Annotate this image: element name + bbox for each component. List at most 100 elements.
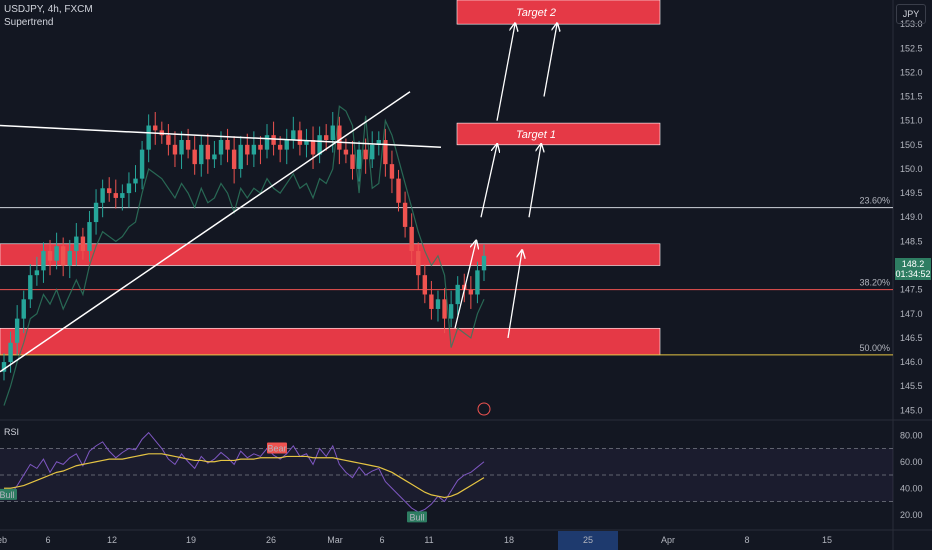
candle-body xyxy=(258,144,263,150)
candle-body xyxy=(245,144,250,155)
rsi-signal-badge xyxy=(407,511,427,523)
candle-body xyxy=(448,304,454,319)
candle-body xyxy=(28,275,33,300)
candle-body xyxy=(422,275,428,295)
target-zone xyxy=(456,0,661,25)
rsi-signal-badge xyxy=(267,442,287,454)
candle-body xyxy=(192,149,197,165)
indicator-title: Supertrend xyxy=(4,17,54,28)
candle-body xyxy=(251,144,257,155)
time-tick-label: Mar xyxy=(327,535,343,545)
candle-body xyxy=(74,236,79,252)
projection-arrow xyxy=(528,145,541,218)
candle-body xyxy=(402,202,408,227)
price-tick-label: 148.5 xyxy=(900,236,923,246)
rsi-signal-badge xyxy=(0,488,17,500)
candle-body xyxy=(304,140,309,145)
rsi-tick-label: 80.00 xyxy=(900,430,923,440)
target-label: Target 2 xyxy=(516,7,556,19)
price-tick-label: 145.5 xyxy=(900,381,923,391)
candle-body xyxy=(330,125,335,140)
projection-arrow xyxy=(454,241,476,329)
candle-body xyxy=(212,154,217,160)
candle-body xyxy=(481,255,487,271)
price-tick-label: 147.5 xyxy=(900,285,923,295)
price-tick-label: 147.0 xyxy=(900,309,923,319)
candle-body xyxy=(343,149,349,155)
rsi-signal-label: Bull xyxy=(409,512,424,522)
candle-body xyxy=(271,135,276,145)
projection-arrow xyxy=(543,24,557,97)
time-tick-label: 19 xyxy=(186,535,196,545)
candle-body xyxy=(133,178,138,184)
candle-body xyxy=(153,125,158,131)
candles-group xyxy=(1,112,487,381)
candle-body xyxy=(113,193,118,198)
price-tick-label: 149.5 xyxy=(900,188,923,198)
time-tick-label: 18 xyxy=(504,535,514,545)
candle-body xyxy=(218,140,224,155)
candle-body xyxy=(337,125,342,150)
candle-body xyxy=(14,318,20,343)
symbol-title: USDJPY, 4h, FXCM xyxy=(4,4,93,15)
candle-body xyxy=(185,140,191,150)
candle-body xyxy=(238,144,243,169)
candle-body xyxy=(139,149,145,179)
candle-body xyxy=(1,362,7,372)
candle-body xyxy=(442,299,447,319)
candle-body xyxy=(284,140,289,150)
target-zone xyxy=(456,122,661,146)
rsi-signal-label: Bear xyxy=(267,444,286,454)
currency-button[interactable]: JPY xyxy=(896,4,926,24)
rsi-tick-label: 20.00 xyxy=(900,510,923,520)
candle-body xyxy=(205,144,211,160)
last-price-tag: 148.2 01:34:52 xyxy=(895,258,931,280)
candle-body xyxy=(363,149,368,160)
time-tick-label: 11 xyxy=(424,535,433,545)
candle-body xyxy=(409,226,414,252)
fib-label: 23.60% xyxy=(859,196,890,206)
candle-body xyxy=(383,140,388,165)
candle-body xyxy=(100,188,105,203)
candle-body xyxy=(429,294,434,309)
price-tick-label: 153.0 xyxy=(900,19,923,29)
candle-body xyxy=(146,125,151,150)
candle-body xyxy=(107,188,112,194)
candle-body xyxy=(41,251,46,271)
rsi-ma-line xyxy=(4,453,485,499)
rsi-signal-label: Bull xyxy=(0,490,15,500)
candle-body xyxy=(396,178,401,203)
candle-body xyxy=(370,144,375,160)
candle-body xyxy=(389,164,395,179)
time-tick-label: 26 xyxy=(266,535,276,545)
candle-body xyxy=(80,236,86,252)
candle-body xyxy=(225,140,230,150)
candle-body xyxy=(435,299,441,309)
lightning-icon xyxy=(477,402,491,416)
candle-body xyxy=(297,130,303,145)
time-highlight xyxy=(558,531,618,550)
time-tick-label: eb xyxy=(0,535,7,545)
time-tick-label: 8 xyxy=(744,535,749,545)
rsi-tick-label: 60.00 xyxy=(900,457,923,467)
price-tick-label: 145.0 xyxy=(900,405,923,415)
candle-body xyxy=(416,251,421,276)
candle-body xyxy=(277,144,283,150)
candle-body xyxy=(455,284,460,305)
candle-body xyxy=(179,140,184,155)
rsi-line xyxy=(3,431,485,513)
rsi-tick-label: 40.00 xyxy=(900,483,923,493)
candle-body xyxy=(291,130,296,140)
candle-body xyxy=(87,222,92,252)
candle-body xyxy=(468,289,474,295)
price-tick-label: 150.0 xyxy=(900,164,923,174)
time-tick-label: Apr xyxy=(661,535,675,545)
candle-body xyxy=(323,135,329,140)
candle-body xyxy=(60,246,66,266)
candle-body xyxy=(126,183,132,194)
price-tick-label: 152.5 xyxy=(900,43,923,53)
candle-body xyxy=(264,135,270,150)
candle-body xyxy=(376,140,381,145)
target-label: Target 1 xyxy=(516,129,556,141)
